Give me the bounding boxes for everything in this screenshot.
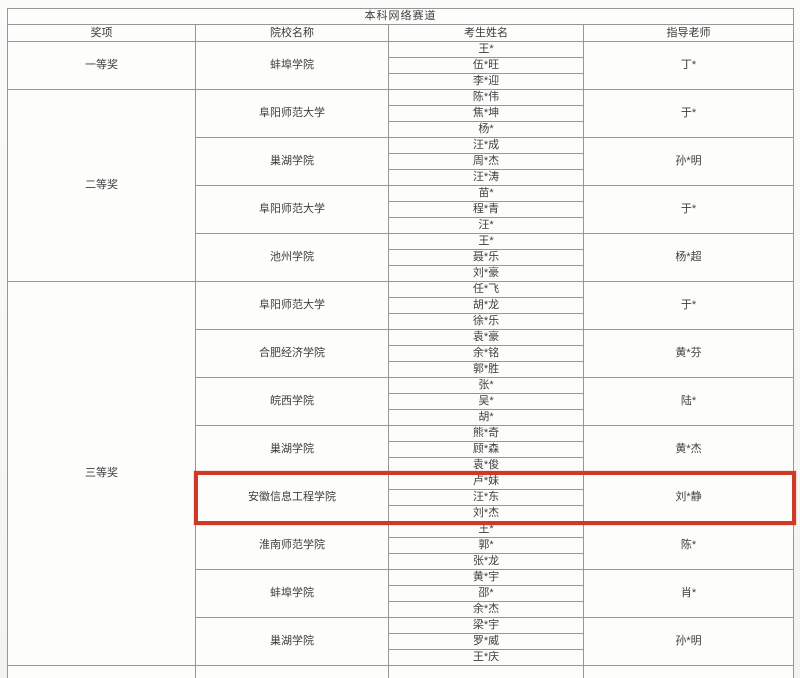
- table-row: 一等奖 蚌埠学院 王* 丁*: [7, 41, 794, 90]
- school-cell: 安徽信息工程学院: [195, 473, 389, 522]
- award-cell: 二等奖: [7, 89, 196, 282]
- student-cell: 汪*: [388, 217, 584, 234]
- table-row: 阜阳师范大学 苗* 于*: [8, 185, 794, 234]
- student-cell: 袁*俊: [388, 457, 584, 474]
- advisor-cell: 刘*静: [583, 473, 794, 522]
- student-cell: 王*: [388, 233, 584, 250]
- student-cell: 王*庆: [388, 649, 584, 666]
- header-award: 奖项: [7, 24, 196, 42]
- school-cell: 合肥经济学院: [195, 329, 389, 378]
- student-cell: 陈*伟: [388, 89, 584, 106]
- award-cell: 三等奖: [7, 281, 196, 666]
- table-row: 巢湖学院 汪*成 孙*明: [8, 137, 794, 186]
- school-cell: 淮南师范学院: [195, 521, 389, 570]
- table-row: 合肥经济学院 袁*豪 黄*芬: [8, 329, 794, 378]
- advisor-cell: 陆*: [583, 377, 794, 426]
- title-row: 本科网络赛道: [7, 8, 794, 25]
- school-cell: 蚌埠学院: [195, 569, 389, 618]
- advisor-cell: 于*: [583, 185, 794, 234]
- school-cell: 巢湖学院: [195, 617, 389, 666]
- table-row: 安徽信息工程学院 卢*妹 刘*静: [8, 473, 794, 522]
- student-cell: 邵*: [388, 585, 584, 602]
- school-cell: 阜阳师范大学: [195, 89, 389, 138]
- empty-cell: [7, 665, 196, 678]
- table-row: 程*青: [8, 201, 794, 218]
- student-cell: 黄*宇: [388, 569, 584, 586]
- student-cell: 余*铭: [388, 345, 584, 362]
- empty-cell: [583, 665, 794, 678]
- student-cell: 汪*成: [388, 137, 584, 154]
- student-cell: 郭*: [388, 537, 584, 554]
- student-cell: 袁*豪: [388, 329, 584, 346]
- student-cell: 伍*旺: [388, 57, 584, 74]
- student-cell: 杨*: [388, 121, 584, 138]
- student-cell: 张*龙: [388, 553, 584, 570]
- table-title: 本科网络赛道: [7, 8, 794, 25]
- student-cell: 苗*: [388, 185, 584, 202]
- student-cell: 李*迎: [388, 73, 584, 90]
- student-cell: 胡*: [388, 409, 584, 426]
- table-row: 余*杰: [8, 601, 794, 618]
- advisor-cell: 于*: [583, 281, 794, 330]
- school-cell: 阜阳师范大学: [195, 185, 389, 234]
- student-cell: 徐*乐: [388, 313, 584, 330]
- student-cell: 吴*: [388, 393, 584, 410]
- school-cell: 巢湖学院: [195, 137, 389, 186]
- student-cell: 王*: [388, 41, 584, 58]
- student-cell: [388, 665, 584, 678]
- student-cell: 罗*威: [388, 633, 584, 650]
- school-cell: 皖西学院: [195, 377, 389, 426]
- school-cell: 池州学院: [195, 233, 389, 282]
- student-cell: 顾*森: [388, 441, 584, 458]
- header-student: 考生姓名: [388, 24, 584, 42]
- advisor-cell: 丁*: [583, 41, 794, 90]
- school-cell: 巢湖学院: [195, 425, 389, 474]
- student-cell: 张*: [388, 377, 584, 394]
- advisor-cell: 肖*: [583, 569, 794, 618]
- advisor-cell: 孙*明: [583, 617, 794, 666]
- advisor-cell: 陈*: [583, 521, 794, 570]
- school-cell: 蚌埠学院: [195, 41, 389, 90]
- header-row: 奖项 院校名称 考生姓名 指导老师: [7, 24, 794, 42]
- header-school: 院校名称: [195, 24, 389, 42]
- school-cell: 阜阳师范大学: [195, 281, 389, 330]
- awards-table: 本科网络赛道 奖项 院校名称 考生姓名 指导老师 一等奖 蚌埠学院 王* 丁* 伍*旺李…: [7, 8, 794, 678]
- student-cell: 卢*妹: [388, 473, 584, 490]
- table-row: 池州学院 王* 杨*超: [8, 233, 794, 282]
- student-cell: 余*杰: [388, 601, 584, 618]
- results-tbody: 本科网络赛道 奖项 院校名称 考生姓名 指导老师 一等奖 蚌埠学院 王* 丁* 伍*旺李…: [7, 8, 794, 678]
- student-cell: 焦*坤: [388, 105, 584, 122]
- award-cell: 一等奖: [7, 41, 196, 90]
- table-row: 蚌埠学院 黄*宇 肖*: [8, 569, 794, 618]
- advisor-cell: 黄*芬: [583, 329, 794, 378]
- table-row: 巢湖学院 熊*奇 黄*杰: [8, 425, 794, 474]
- student-cell: 程*青: [388, 201, 584, 218]
- student-cell: 梁*宇: [388, 617, 584, 634]
- student-cell: 刘*豪: [388, 265, 584, 282]
- table-row: 张*龙: [8, 553, 794, 570]
- table-row: 二等奖 阜阳师范大学 陈*伟 于*: [7, 89, 794, 282]
- student-cell: 王*: [388, 521, 584, 538]
- student-cell: 刘*杰: [388, 505, 584, 522]
- table-row: 三等奖 阜阳师范大学 任*飞 于*: [7, 281, 794, 666]
- student-cell: 胡*龙: [388, 297, 584, 314]
- empty-cell: [195, 665, 389, 678]
- student-cell: 郭*胜: [388, 361, 584, 378]
- student-cell: 汪*东: [388, 489, 584, 506]
- table-row: 罗*威: [8, 633, 794, 650]
- advisor-cell: 杨*超: [583, 233, 794, 282]
- advisor-cell: 黄*杰: [583, 425, 794, 474]
- student-cell: 汪*涛: [388, 169, 584, 186]
- student-cell: 聂*乐: [388, 249, 584, 266]
- advisor-cell: 于*: [583, 89, 794, 138]
- header-advisor: 指导老师: [583, 24, 794, 42]
- student-cell: 任*飞: [388, 281, 584, 298]
- student-cell: 周*杰: [388, 153, 584, 170]
- table-row: [7, 665, 794, 678]
- student-cell: 熊*奇: [388, 425, 584, 442]
- advisor-cell: 孙*明: [583, 137, 794, 186]
